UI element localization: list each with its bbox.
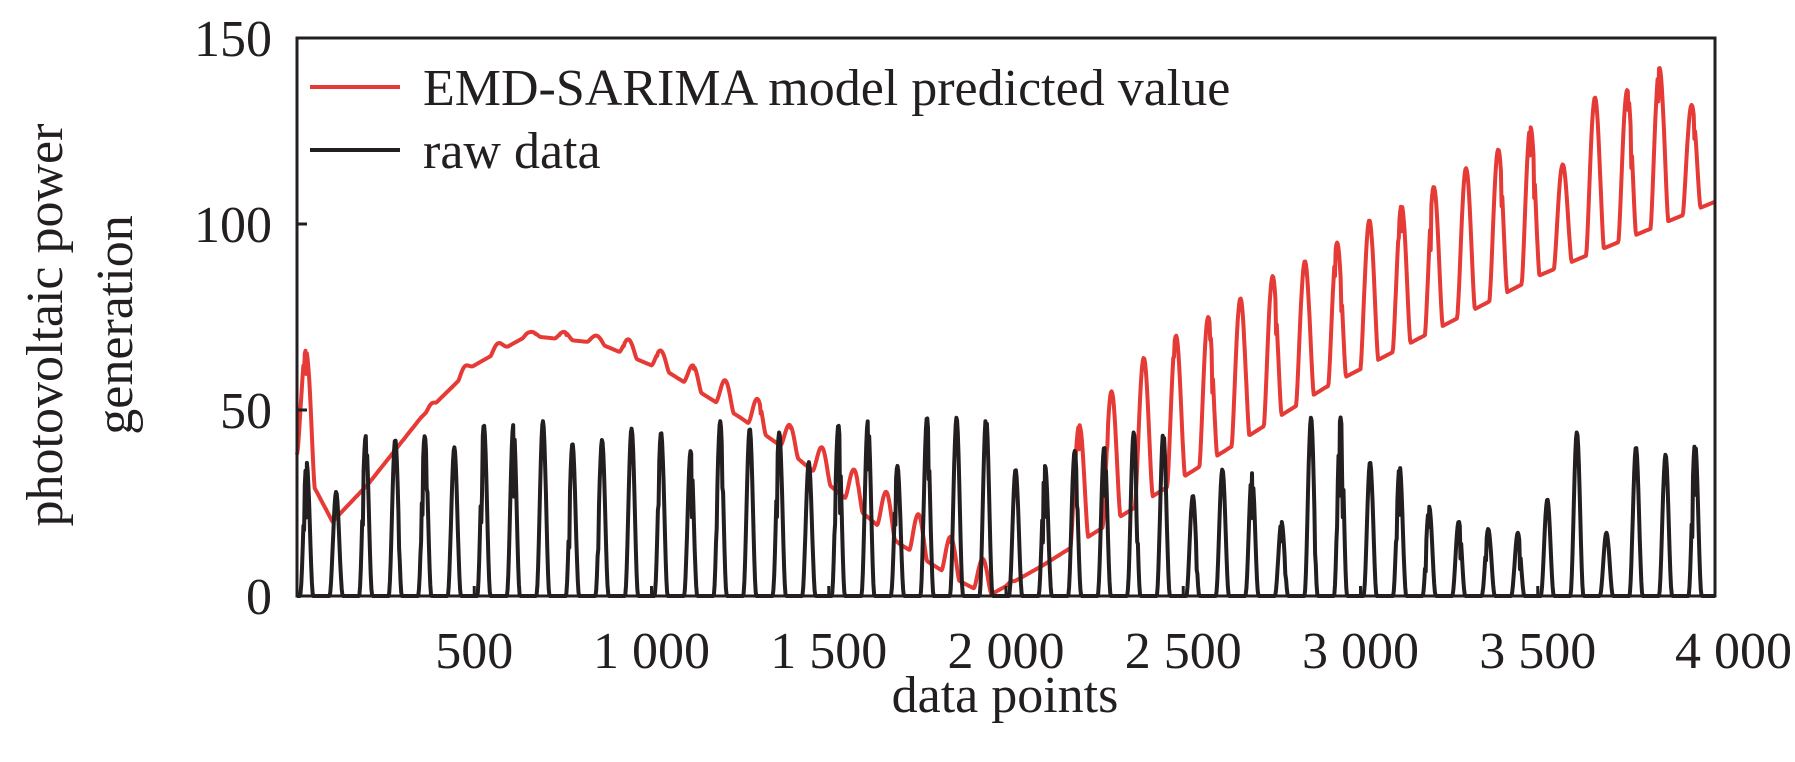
legend: EMD-SARIMA model predicted value raw dat… [310,60,1230,180]
x-tick-label: 3 500 [1479,623,1596,680]
y-tick-label: 50 [220,383,272,440]
x-tick-label: 2 500 [1125,623,1242,680]
tick-layer: 500 1 000 1 500 2 000 2 500 3 000 3 500 4 000 0 5… [194,11,1792,680]
x-tick-label: 3 000 [1302,623,1419,680]
x-axis-title: data points [892,667,1119,724]
x-tick-label: 500 [435,623,513,680]
y-tick-label: 100 [194,197,272,254]
y-tick-label: 150 [194,11,272,68]
legend-label-raw: raw data [423,123,601,180]
y-axis-title-line-1: photovoltaic power [17,124,74,527]
x-tick-label: 1 500 [770,623,887,680]
series-line-raw [295,415,1717,598]
x-tick-label: 1 000 [593,623,710,680]
x-tick-label: 2 000 [948,623,1065,680]
plot-frame [295,36,1717,598]
x-tick-label: 4 000 [1675,623,1792,680]
y-axis-title: photovoltaic power generation [17,124,144,527]
y-axis-title-line-2: generation [87,215,144,434]
legend-label-predicted: EMD-SARIMA model predicted value [423,60,1230,117]
y-tick-label: 0 [246,569,272,626]
